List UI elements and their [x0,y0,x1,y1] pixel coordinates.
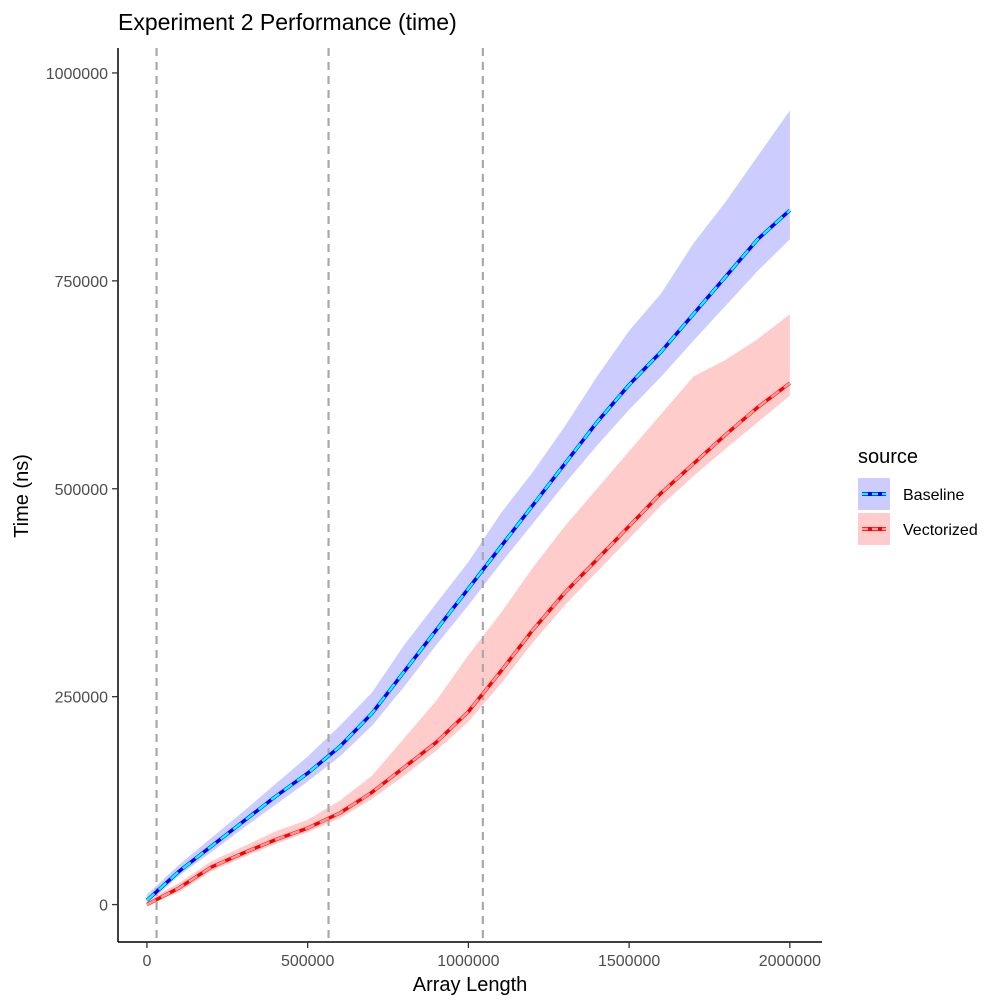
y-tick-label: 750000 [55,274,108,291]
legend-key-baseline [858,478,890,510]
band-vectorized [146,314,790,905]
y-axis-title: Time (ns) [11,454,33,538]
x-tick-label: 1000000 [437,953,499,970]
confidence-bands [146,110,790,905]
x-tick-label: 0 [142,953,151,970]
chart-title: Experiment 2 Performance (time) [118,9,457,35]
x-tick-label: 500000 [281,953,334,970]
axes: 0 500000 1000000 1500000 2000000 0 250000 50000… [46,48,822,970]
fit-line-vectorized [146,382,791,906]
x-axis-title: Array Length [413,974,528,996]
x-tick-label: 1500000 [598,953,660,970]
legend-label-baseline: Baseline [903,487,964,504]
series-lines [145,208,792,907]
fit-line-baseline [146,209,791,902]
legend-label-vectorized: Vectorized [903,522,978,539]
y-tick-label: 250000 [55,690,108,707]
legend-title: source [858,446,918,468]
legend-key-vectorized [858,513,890,545]
vertical-reference-lines [155,48,484,942]
band-baseline [146,110,790,905]
y-tick-label: 1000000 [46,66,108,83]
y-tick-label: 0 [99,898,108,915]
legend: source Baseline Vectorized [858,446,978,545]
x-tick-label: 2000000 [759,953,821,970]
y-tick-label: 500000 [55,482,108,499]
